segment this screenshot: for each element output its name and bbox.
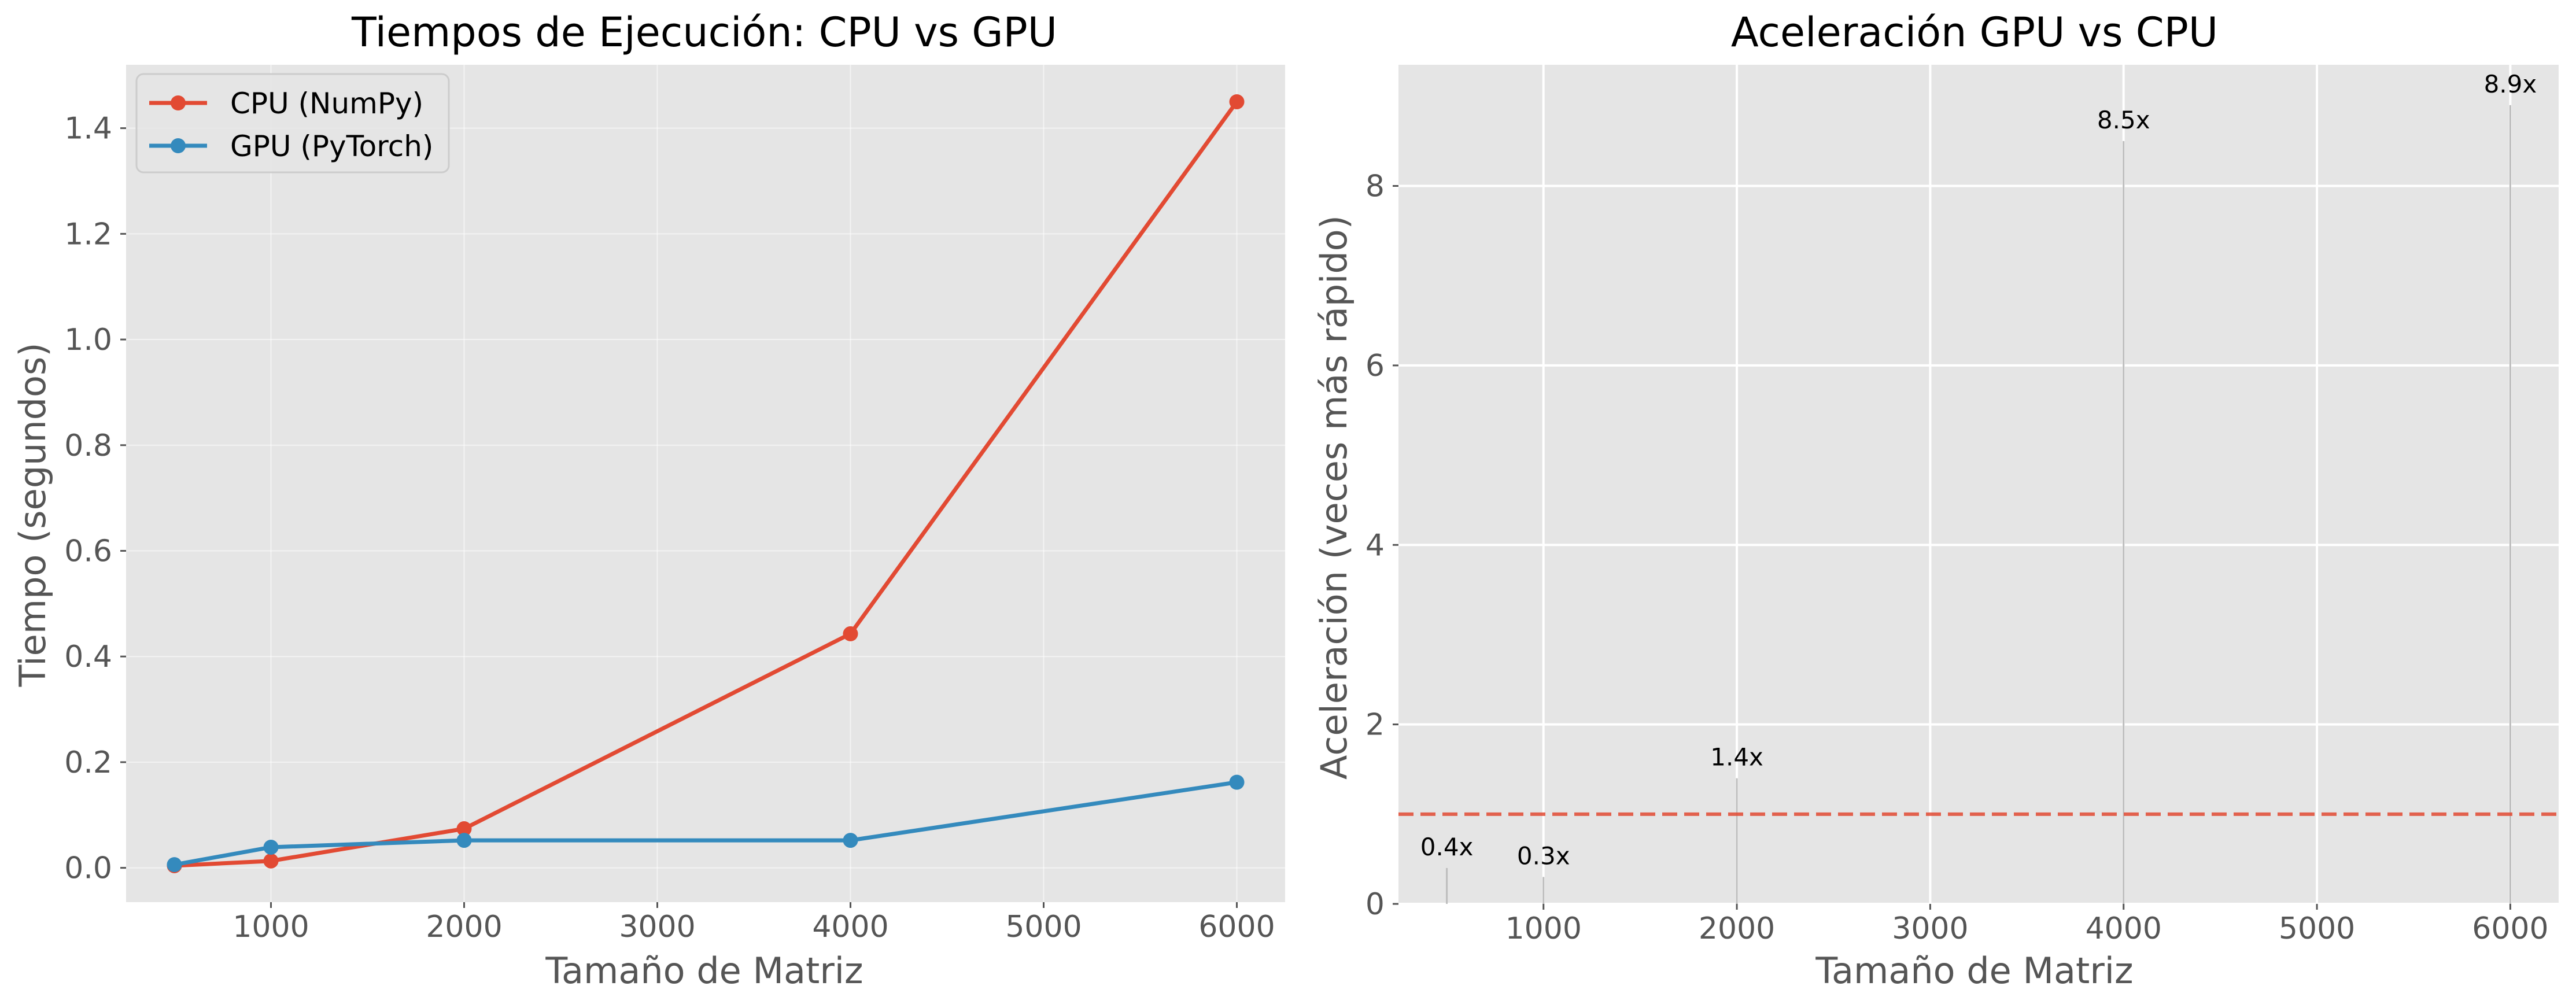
y-axis-label: Aceleración (veces más rápido) <box>1313 215 1355 780</box>
execution-time-chart: 1000 2000 3000 4000 5000 6000 0.0 0.2 0.4 0.6 0.8 1… <box>12 9 1285 992</box>
y-tick-label: 0.8 <box>64 429 112 463</box>
bar <box>2123 141 2125 904</box>
bar <box>2509 105 2511 904</box>
x-tick-label: 4000 <box>2086 911 2162 946</box>
bar-value-label: 8.5x <box>2097 106 2150 134</box>
y-tick-label: 0.6 <box>64 534 112 568</box>
data-point <box>456 821 472 837</box>
bar-value-label: 0.4x <box>1420 833 1474 861</box>
tick-labels: 1000 2000 3000 4000 5000 6000 0 2 4 6 8 <box>1365 169 2549 946</box>
y-tick-label: 0.2 <box>64 745 112 780</box>
bar-value-label: 0.3x <box>1517 841 1570 870</box>
x-tick-label: 2000 <box>426 910 502 944</box>
bars: 0.4x 0.3x 1.4x 8.5x 8.9x <box>1420 70 2537 904</box>
y-axis-label: Tiempo (segundos) <box>12 342 54 687</box>
data-point <box>843 833 858 848</box>
x-axis-label: Tamaño de Matriz <box>545 950 863 992</box>
speedup-chart: 0.4x 0.3x 1.4x 8.5x 8.9x 1000 2000 3000 4000 500… <box>1313 9 2559 992</box>
data-point <box>263 853 279 869</box>
data-point <box>1229 94 1245 109</box>
legend-swatch-marker <box>171 138 186 153</box>
series-lines <box>167 94 1245 873</box>
legend-swatch-marker <box>171 95 186 110</box>
chart-title: Tiempos de Ejecución: CPU vs GPU <box>351 9 1057 56</box>
x-tick-label: 1000 <box>1505 911 1582 946</box>
x-tick-label: 6000 <box>1198 910 1275 944</box>
x-tick-label: 2000 <box>1699 911 1775 946</box>
y-tick-label: 6 <box>1365 349 1385 383</box>
legend-label: GPU (PyTorch) <box>230 130 433 163</box>
y-tick-label: 0 <box>1365 887 1385 922</box>
data-point <box>456 833 472 848</box>
x-tick-label: 1000 <box>232 910 309 944</box>
bar <box>1542 877 1545 904</box>
gridlines <box>1398 65 2559 905</box>
data-point <box>167 857 182 873</box>
y-tick-label: 1.4 <box>64 112 112 146</box>
x-tick-label: 4000 <box>812 910 888 944</box>
bar <box>1736 778 1738 904</box>
y-tick-label: 0.4 <box>64 640 112 674</box>
chart-title: Aceleración GPU vs CPU <box>1731 9 2218 56</box>
bar-value-label: 1.4x <box>1710 743 1763 771</box>
x-tick-label: 3000 <box>619 910 695 944</box>
data-point <box>1229 774 1245 790</box>
gridlines <box>126 65 1285 902</box>
bar-value-label: 8.9x <box>2484 70 2537 98</box>
y-tick-label: 8 <box>1365 169 1385 204</box>
data-point <box>843 626 858 641</box>
y-tick-label: 2 <box>1365 708 1385 743</box>
data-point <box>263 839 279 855</box>
bar <box>1446 867 1448 904</box>
x-tick-label: 5000 <box>2279 911 2355 946</box>
plot-area-background <box>1398 65 2559 904</box>
y-tick-label: 1.2 <box>64 217 112 252</box>
y-tick-label: 4 <box>1365 528 1385 563</box>
legend-box <box>135 73 450 173</box>
plot-area-background <box>126 65 1285 902</box>
legend: CPU (NumPy) GPU (PyTorch) <box>135 73 450 173</box>
y-tick-label: 0.0 <box>64 851 112 886</box>
legend-label: CPU (NumPy) <box>230 87 423 120</box>
x-tick-label: 5000 <box>1005 910 1082 944</box>
y-tick-label: 1.0 <box>64 323 112 357</box>
tick-labels: 1000 2000 3000 4000 5000 6000 0.0 0.2 0.4 0.6 0.8 1… <box>64 112 1275 944</box>
x-axis-label: Tamaño de Matriz <box>1815 950 2133 992</box>
x-tick-label: 6000 <box>2472 911 2548 946</box>
x-tick-label: 3000 <box>1892 911 1968 946</box>
